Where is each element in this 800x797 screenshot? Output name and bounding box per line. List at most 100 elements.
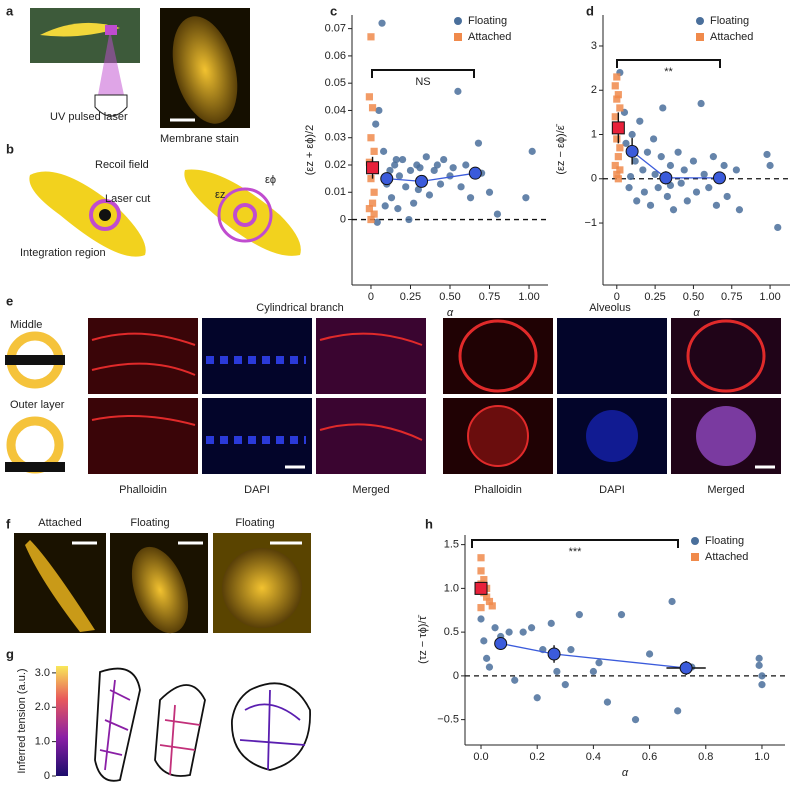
legend-label: Floating: [710, 15, 749, 27]
point: [493, 210, 502, 218]
point: [367, 134, 375, 142]
point: [674, 707, 682, 715]
point: [391, 161, 399, 169]
y-tick-label: −1: [584, 217, 597, 229]
point: [366, 161, 380, 175]
point: [611, 121, 625, 135]
point: [547, 647, 561, 661]
point: [657, 153, 665, 161]
panel-label: e: [6, 293, 13, 308]
point: [709, 153, 717, 161]
point: [375, 106, 383, 115]
x-tick-label: 0.6: [642, 751, 657, 763]
point: [700, 170, 708, 178]
y-tick-label: 2: [591, 84, 597, 96]
point: [380, 172, 394, 186]
point: [625, 144, 639, 158]
y-tick-label: 0.5: [444, 626, 459, 638]
image-title: Floating: [130, 517, 169, 529]
point: [368, 199, 377, 207]
point: [488, 602, 496, 610]
image-title: Floating: [235, 517, 274, 529]
y-tick-label: 0.02: [325, 159, 346, 171]
legend-label: Attached: [705, 551, 748, 563]
point: [651, 170, 659, 178]
point: [380, 147, 388, 155]
point: [705, 184, 713, 192]
panel-f-art: [14, 533, 311, 634]
panel-label: b: [6, 141, 14, 156]
colorbar: [56, 666, 68, 776]
annotation: εϕ: [265, 174, 276, 186]
point: [614, 91, 622, 99]
point: [614, 153, 622, 161]
point: [666, 161, 675, 170]
point: [454, 87, 462, 95]
point: [405, 215, 413, 224]
annotation: εz: [215, 189, 225, 201]
point: [763, 150, 771, 159]
x-axis-label: α: [693, 307, 700, 319]
point: [567, 646, 575, 654]
x-tick-label: 0.50: [683, 291, 704, 303]
point: [723, 192, 731, 201]
y-tick-label: −0.5: [437, 714, 459, 726]
legend-marker: [691, 553, 699, 561]
point: [626, 172, 635, 181]
point: [561, 681, 569, 689]
point: [589, 667, 597, 676]
point: [468, 166, 482, 180]
point: [367, 215, 375, 224]
point: [528, 147, 536, 155]
point: [457, 183, 465, 191]
annotation: Outer layer: [10, 399, 65, 411]
x-axis-label: α: [447, 307, 454, 319]
y-tick-label: 0.07: [325, 23, 346, 35]
x-axis-label: α: [622, 767, 629, 779]
y-tick-label: 0.01: [325, 186, 346, 198]
y-tick-label: 3: [591, 40, 597, 52]
point: [477, 604, 485, 612]
point: [430, 166, 438, 175]
point: [425, 191, 434, 199]
point: [636, 117, 644, 125]
point: [494, 637, 508, 650]
point: [370, 210, 378, 218]
point: [547, 619, 555, 627]
point: [758, 681, 766, 689]
point: [378, 19, 386, 27]
point: [689, 157, 698, 165]
point: [474, 581, 488, 595]
point: [386, 166, 394, 175]
panel-label: g: [6, 646, 14, 661]
panel-a-art: [30, 8, 250, 128]
significance-label: NS: [415, 76, 430, 88]
panel-label: c: [330, 3, 337, 18]
x-tick-label: 0.50: [439, 291, 460, 303]
point: [466, 194, 475, 202]
annotation: Cylindrical branch: [256, 302, 343, 314]
colorbar-tick-label: 2.0: [35, 701, 50, 713]
point: [611, 161, 619, 170]
point: [697, 99, 705, 108]
legend-label: Floating: [705, 535, 744, 547]
point: [395, 172, 404, 180]
point: [394, 205, 402, 213]
point: [646, 201, 655, 209]
x-tick-label: 0.8: [698, 751, 713, 763]
point: [367, 175, 375, 183]
point: [611, 82, 619, 90]
y-tick-label: 0: [453, 670, 459, 682]
point: [449, 164, 457, 172]
colorbar-tick-label: 0: [44, 770, 50, 782]
point: [622, 139, 630, 147]
point: [663, 192, 671, 201]
y-tick-label: 0.03: [325, 132, 346, 144]
annotation: Integration region: [20, 247, 106, 259]
annotation: UV pulsed laser: [50, 111, 128, 123]
point: [735, 206, 744, 214]
point: [485, 597, 494, 606]
legend-marker: [691, 537, 699, 545]
point: [659, 104, 667, 112]
